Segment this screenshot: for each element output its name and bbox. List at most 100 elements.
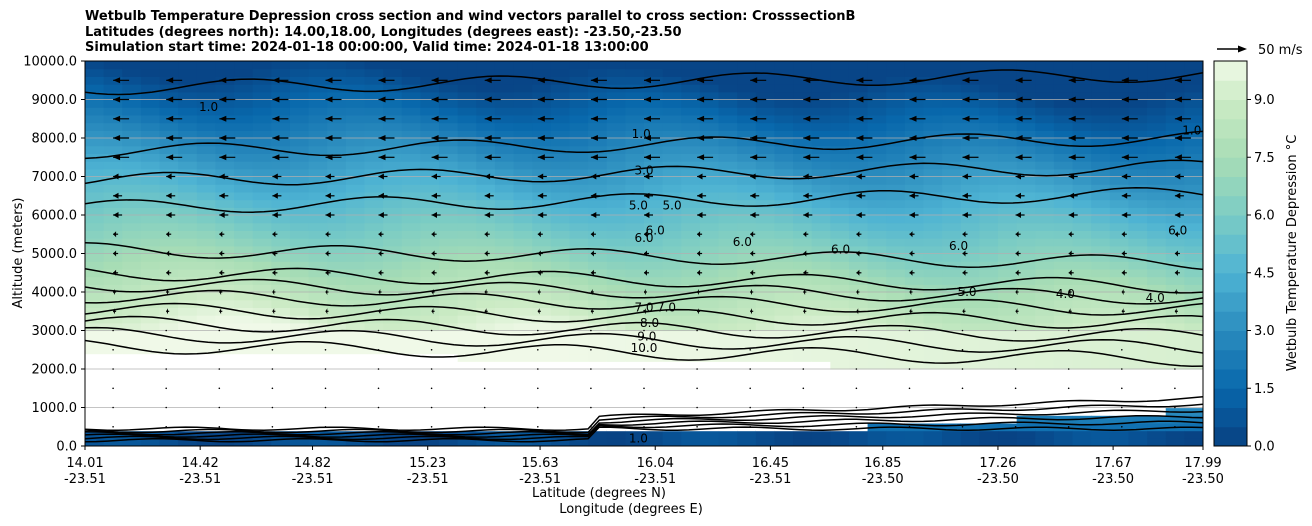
field-cell <box>1147 353 1167 362</box>
field-cell <box>1165 376 1185 385</box>
field-cell <box>718 369 738 378</box>
field-cell <box>532 199 552 208</box>
field-cell <box>1109 245 1130 255</box>
field-cell <box>569 261 589 270</box>
field-cell <box>103 376 123 385</box>
field-cell <box>1128 407 1148 416</box>
field-cell <box>364 114 384 124</box>
wind-vector <box>1015 115 1032 122</box>
field-cell <box>923 369 943 378</box>
field-cell <box>625 315 645 324</box>
field-cell <box>1035 353 1055 362</box>
field-cell <box>345 153 366 162</box>
field-cell <box>401 61 421 70</box>
field-cell <box>420 415 440 424</box>
wind-vector <box>644 115 660 122</box>
field-cell <box>644 145 664 154</box>
field-cell <box>103 261 123 270</box>
field-cell <box>569 222 589 231</box>
field-cell <box>532 299 552 308</box>
wind-vector <box>272 289 276 295</box>
field-cell <box>1147 276 1167 285</box>
field-cell <box>439 238 459 247</box>
wind-vector <box>803 173 813 180</box>
contour-label: 5.0 <box>629 198 648 212</box>
field-cell <box>625 107 645 116</box>
field-cell <box>457 84 477 93</box>
field-cell <box>681 61 701 70</box>
field-cell <box>234 353 254 362</box>
wind-vector-head <box>590 289 593 295</box>
wind-vector <box>431 192 441 199</box>
field-cell <box>979 176 999 185</box>
field-cell <box>345 369 366 378</box>
field-cell <box>308 107 328 116</box>
field-cell <box>681 191 701 201</box>
colorbar-segment <box>1214 272 1247 293</box>
wind-vector-dot <box>112 329 114 332</box>
field-cell <box>494 99 515 108</box>
x-tick-label-lon: -23.51 <box>179 472 221 487</box>
field-cell <box>737 145 757 154</box>
field-cell <box>998 215 1018 224</box>
field-cell <box>345 399 366 409</box>
field-cell <box>886 361 906 370</box>
wind-vector-head <box>750 96 758 103</box>
field-cell <box>271 145 291 154</box>
field-cell <box>271 438 291 446</box>
field-cell <box>140 330 161 339</box>
field-cell <box>85 415 105 424</box>
field-cell <box>1184 168 1203 178</box>
field-cell <box>979 68 999 77</box>
field-cell <box>830 399 850 409</box>
contour-labels: 1.01.03.05.05.06.06.06.06.06.06.05.04.04… <box>199 100 1201 445</box>
field-cell <box>383 384 403 393</box>
field-cell <box>755 345 776 355</box>
field-cell <box>85 91 105 101</box>
field-cell <box>681 399 701 409</box>
field-cell <box>942 307 962 316</box>
field-cell <box>979 322 999 332</box>
field-cell <box>681 215 701 224</box>
field-cell <box>606 191 626 201</box>
field-cell <box>383 407 403 416</box>
field-cell <box>1184 369 1203 378</box>
field-cell <box>644 376 664 385</box>
field-cell <box>755 376 776 385</box>
field-cell <box>457 114 477 124</box>
field-cell <box>550 61 571 70</box>
field-cell <box>159 238 179 247</box>
field-cell <box>476 261 496 270</box>
wind-vector-dot <box>218 368 221 370</box>
field-cell <box>532 61 552 70</box>
field-cell <box>1072 345 1092 355</box>
field-cell <box>904 245 925 255</box>
field-cell <box>1053 61 1074 70</box>
wind-vector-head <box>750 231 754 238</box>
field-cell <box>289 361 310 370</box>
field-cell <box>774 353 794 362</box>
field-cell <box>289 422 310 432</box>
field-cell <box>476 315 496 324</box>
field-cell <box>923 130 943 139</box>
field-cell <box>532 399 552 409</box>
field-cell <box>718 168 738 178</box>
field-cell <box>140 315 161 324</box>
field-cell <box>774 384 794 393</box>
field-cell <box>1091 91 1111 101</box>
field-cell <box>289 238 310 247</box>
field-cell <box>979 384 999 393</box>
field-cell <box>1109 122 1130 131</box>
field-cell <box>1165 176 1185 185</box>
field-cell <box>1072 299 1092 308</box>
field-cell <box>942 399 962 409</box>
field-cell <box>1072 361 1092 370</box>
field-cell <box>755 361 776 370</box>
wind-vector <box>590 192 600 199</box>
field-cell <box>625 399 645 409</box>
field-cell <box>830 438 850 446</box>
field-cell <box>979 114 999 124</box>
wind-vector <box>431 231 437 238</box>
field-cell <box>606 384 626 393</box>
field-cell <box>476 222 496 231</box>
